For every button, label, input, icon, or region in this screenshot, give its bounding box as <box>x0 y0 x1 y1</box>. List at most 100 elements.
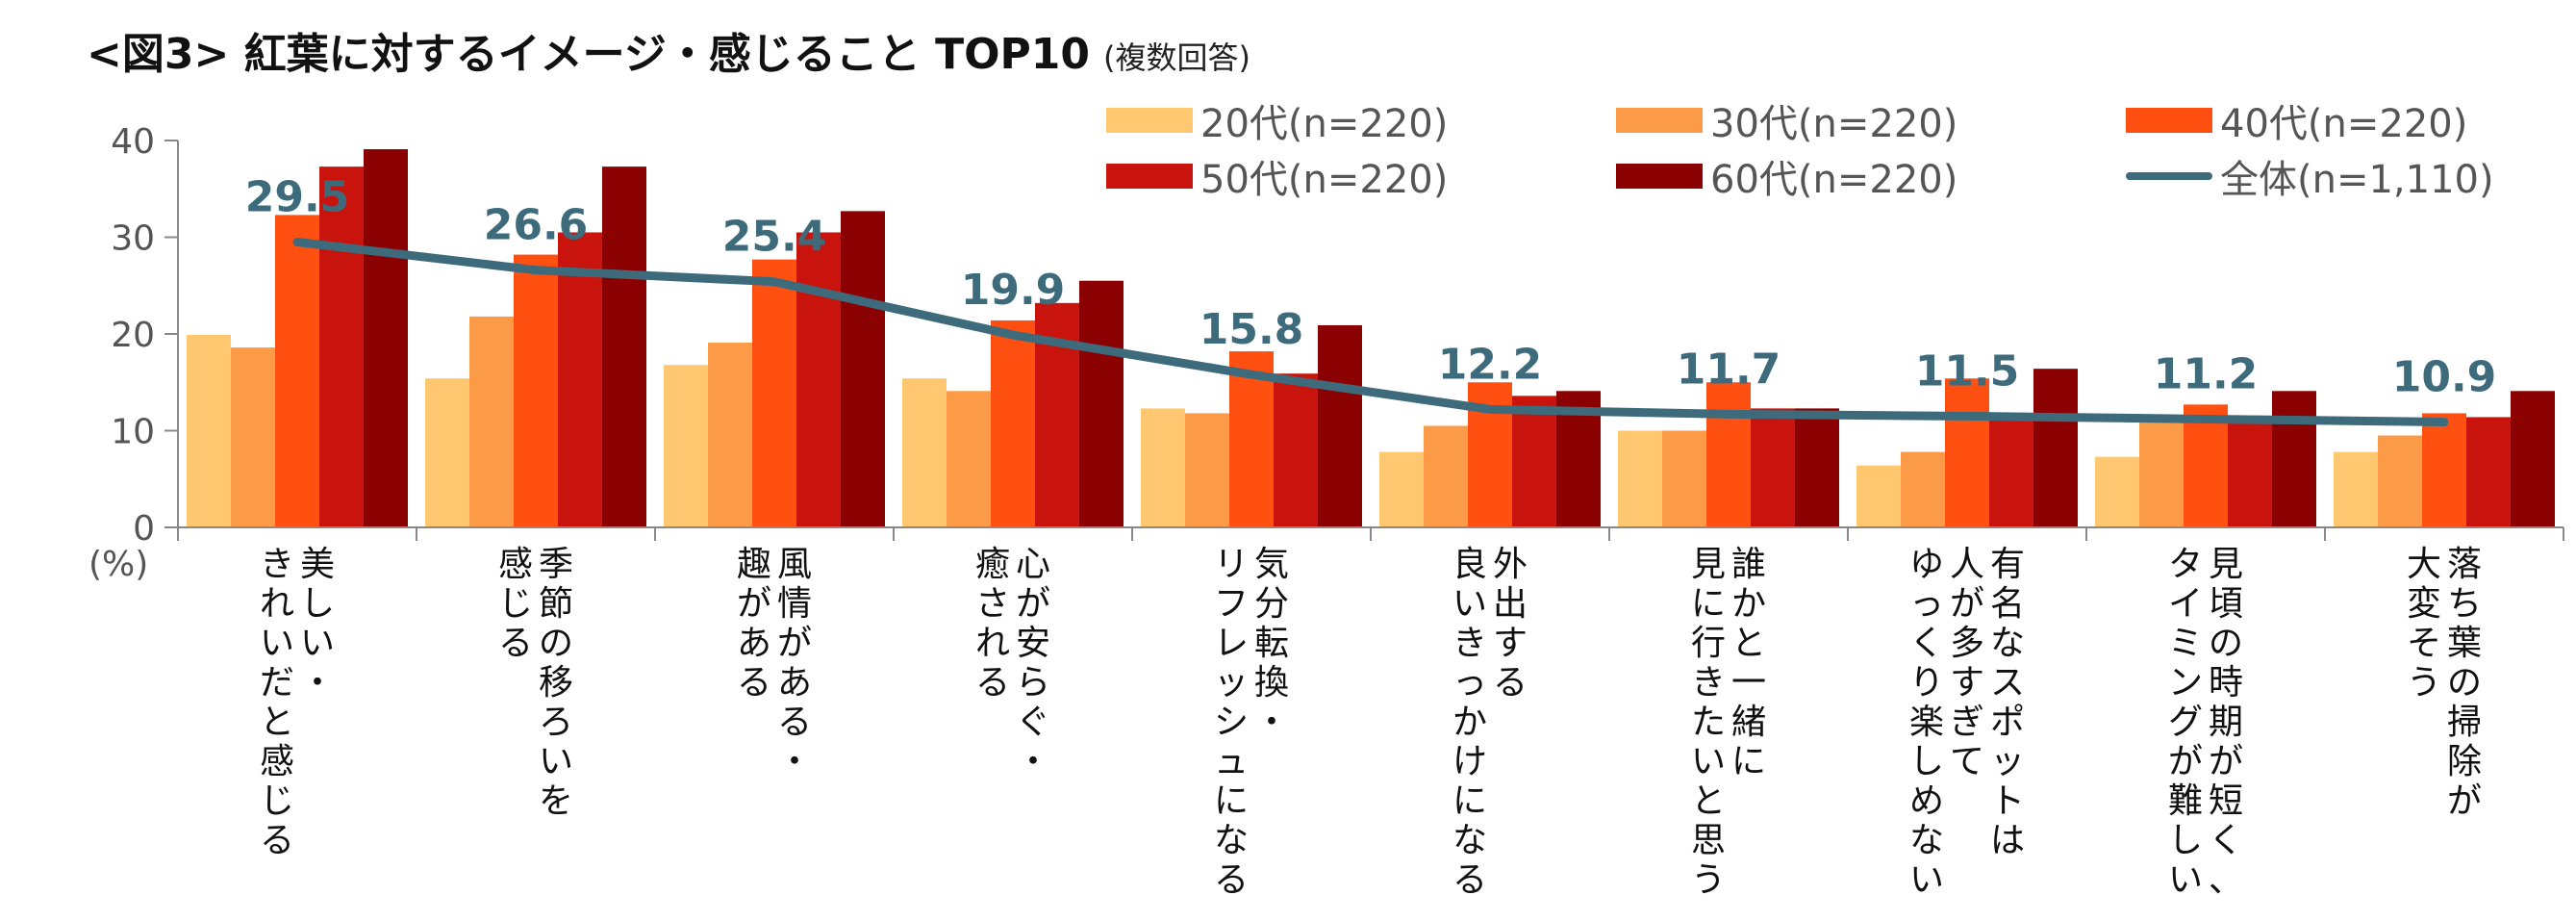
data-label-total: 11.5 <box>1915 346 2020 396</box>
bar <box>231 347 275 527</box>
bar <box>2139 417 2184 527</box>
bar <box>1945 378 1989 527</box>
legend-item-40s: 40代(n=220) <box>2126 92 2467 148</box>
y-axis-label: (%) <box>88 545 148 584</box>
x-tick-label-line: 見頃の時期が短く、 <box>2209 545 2243 900</box>
legend-label-30s: 30代(n=220) <box>1710 102 1958 146</box>
x-tick-label-line: ゆっくり楽しめない <box>1909 545 1944 900</box>
bar <box>1901 451 1945 527</box>
bar <box>1274 373 1318 527</box>
x-tick-label-line: 癒される <box>975 545 1010 703</box>
data-label-total: 19.9 <box>961 266 1066 315</box>
data-label-total: 15.8 <box>1200 305 1304 354</box>
y-tick-label: 10 <box>111 413 155 452</box>
bar <box>1079 280 1124 527</box>
legend-item-20s: 20代(n=220) <box>1106 92 1448 148</box>
legend-swatch-40s <box>2126 108 2212 133</box>
legend-label-50s: 50代(n=220) <box>1200 158 1449 202</box>
bar <box>752 259 796 527</box>
x-tick-label-line: 美しい・ <box>300 545 335 703</box>
legend-label-40s: 40代(n=220) <box>2220 102 2468 146</box>
x-tick-label-line: 気分転換・ <box>1254 545 1289 742</box>
legend-swatch-30s <box>1616 108 1703 133</box>
legend-label-20s: 20代(n=220) <box>1200 102 1449 146</box>
x-tick-label-line: 見に行きたいと思う <box>1691 545 1726 900</box>
x-tick-label-line: 誰かと一緒に <box>1731 545 1766 781</box>
legend-item-30s: 30代(n=220) <box>1616 92 1957 148</box>
bar <box>708 343 752 527</box>
bar <box>602 166 646 527</box>
bar <box>1379 451 1424 527</box>
bar <box>947 391 991 527</box>
bar <box>1795 408 1839 527</box>
bar <box>1318 324 1362 527</box>
bar <box>1512 396 1556 527</box>
bar <box>1751 408 1795 527</box>
x-tick-label-line: タイミングが難しい <box>2168 545 2203 900</box>
x-tick-label-line: 有名なスポットは <box>1990 545 2025 860</box>
bar <box>1424 425 1468 527</box>
bar <box>469 316 514 527</box>
bar <box>1185 413 1229 527</box>
bar <box>2272 391 2316 527</box>
x-tick-label-line: リフレッシュになる <box>1214 545 1249 900</box>
bar <box>2466 417 2511 527</box>
bar <box>2511 391 2555 527</box>
bar <box>1856 465 1901 527</box>
bar <box>2422 413 2466 527</box>
y-tick-label: 0 <box>133 509 155 549</box>
data-label-total: 29.5 <box>245 173 350 222</box>
total-line <box>292 238 2449 426</box>
x-tick-label-line: 感じる <box>498 545 533 663</box>
bar <box>902 378 947 527</box>
chart-title: <図3> 紅葉に対するイメージ・感じること TOP10 (複数回答) <box>87 30 1250 79</box>
legend-label-60s: 60代(n=220) <box>1710 158 1958 202</box>
bar <box>1662 430 1706 527</box>
x-tick-label-line: 落ち葉の掃除が <box>2447 545 2482 821</box>
legend-item-50s: 50代(n=220) <box>1106 148 1448 204</box>
x-tick-label-line: 風情がある・ <box>777 545 812 781</box>
x-tick-label: 気分転換・リフレッシュになる <box>1214 545 1289 900</box>
legend-swatch-50s <box>1106 164 1193 189</box>
bar <box>796 232 841 527</box>
y-tick-label: 30 <box>111 219 155 259</box>
x-tick-label: 美しい・きれいだと感じる <box>260 545 335 860</box>
legend-swatch-total <box>2126 172 2212 180</box>
bar <box>2334 451 2378 527</box>
legend-label-total: 全体(n=1,110) <box>2220 158 2494 202</box>
x-tick-label: 風情がある・趣がある <box>737 545 812 781</box>
legend-swatch-20s <box>1106 108 1193 133</box>
bar <box>991 320 1035 527</box>
chart-subtitle: (複数回答) <box>1103 39 1250 76</box>
data-label-total: 11.7 <box>1677 345 1781 394</box>
bar <box>664 365 708 527</box>
bar <box>2378 435 2422 527</box>
bar <box>319 166 364 527</box>
x-tick-label: 心が安らぐ・癒される <box>975 545 1050 781</box>
x-tick-label-line: 趣がある <box>737 545 771 703</box>
x-tick-label-line: 季節の移ろいを <box>539 545 573 821</box>
bar <box>187 335 231 527</box>
bar <box>2228 417 2272 527</box>
x-tick-label-line: 心が安らぐ・ <box>1016 545 1050 781</box>
legend-item-total: 全体(n=1,110) <box>2126 148 2494 204</box>
x-tick-label-line: きれいだと感じる <box>260 545 294 860</box>
bar <box>2033 369 2078 527</box>
data-label-total: 26.6 <box>484 201 589 250</box>
bar <box>1706 382 1751 527</box>
bar <box>841 211 885 528</box>
data-label-total: 11.2 <box>2154 349 2259 398</box>
legend-swatch-60s <box>1616 164 1703 189</box>
bar <box>275 215 319 527</box>
bar <box>558 232 602 527</box>
bar <box>425 378 469 527</box>
bar <box>514 254 558 527</box>
data-label-total: 12.2 <box>1438 340 1543 389</box>
y-tick-label: 20 <box>111 316 155 355</box>
bar <box>364 149 408 528</box>
